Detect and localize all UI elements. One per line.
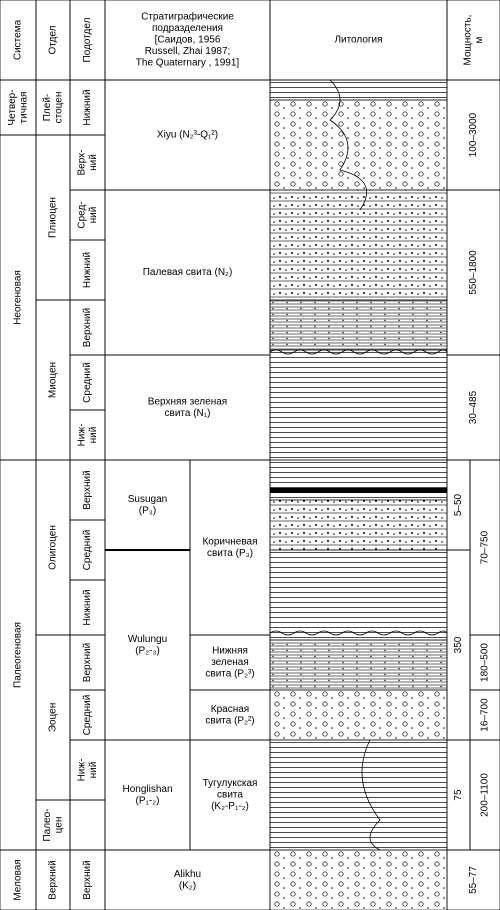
subseries-label: Средний	[82, 530, 93, 571]
thickness-label: 55–77	[468, 866, 479, 894]
lithology	[269, 79, 448, 910]
series-label: Миоцен	[48, 362, 59, 398]
system-label: Четвер-	[7, 89, 18, 125]
lithology-layer	[269, 299, 448, 351]
header-label: Russell, Zhai 1987;	[145, 46, 231, 57]
subseries-label: ний	[88, 154, 99, 171]
series-label: Плей-	[42, 94, 53, 122]
unit-label: свита (N₁)	[165, 408, 211, 419]
subseries-label: Верхний	[82, 860, 93, 899]
lithology-layer	[269, 639, 448, 691]
subseries-label: Нижний	[82, 589, 93, 625]
unit-label: Нижняя	[212, 646, 248, 657]
lithology-layer	[269, 499, 448, 551]
header-label: подразделения	[152, 23, 223, 34]
thickness-label: 180–500	[480, 643, 491, 682]
header-label: м	[474, 36, 485, 43]
system-label: Неогеновая	[13, 270, 24, 325]
system-label: Меловая	[13, 859, 24, 900]
thickness-label: 70–750	[480, 530, 491, 564]
series-label: Верхний	[48, 860, 59, 899]
header-label: Подотдел	[82, 17, 93, 62]
unit-label: (P₁-₂)	[136, 795, 160, 806]
lithology-layer	[269, 189, 448, 301]
thickness-label: 350	[453, 636, 464, 653]
subseries-label: Верх-	[76, 149, 87, 175]
unit-label: (P₃)	[139, 505, 156, 516]
unit-label: зеленая	[211, 657, 249, 668]
subseries-label: ний	[88, 207, 99, 224]
subseries-label: ний	[88, 427, 99, 444]
system-label: Палеогеновая	[13, 622, 24, 688]
lithology-layer	[269, 849, 448, 910]
lithology-layer	[269, 549, 448, 641]
unit-label: Wulungu	[128, 634, 167, 645]
subseries-label: Верхний	[82, 308, 93, 347]
lithology-layer	[269, 459, 448, 501]
unit-label: Коричневая	[202, 536, 257, 547]
series-label: Олигоцен	[48, 525, 59, 570]
subseries-label: Нижний	[82, 89, 93, 125]
unit-label: Susugan	[128, 494, 167, 505]
unit-label: свита (P₂³)	[205, 669, 254, 680]
series-label: Эоцен	[48, 703, 59, 732]
unit-label: свита (P₃)	[207, 548, 253, 559]
header-label: Отдел	[48, 25, 59, 54]
unit-label: (K₂)	[179, 880, 196, 891]
thickness-label: 75	[453, 789, 464, 801]
header-label: [Саидов, 1956	[155, 35, 221, 46]
erosion-line	[269, 630, 448, 636]
subseries-label: Средний	[82, 695, 93, 736]
unit-label: Палевая свита (N₂)	[143, 267, 233, 278]
thickness-label: 100–3000	[468, 112, 479, 157]
lithology-layer	[269, 79, 448, 101]
header-label: Стратиграфические	[141, 11, 234, 23]
series-label: стоцен	[53, 92, 64, 124]
unit-label: Alikhu	[174, 869, 201, 880]
unit-label: Красная	[211, 704, 249, 715]
subseries-label: Ниж-	[76, 759, 87, 782]
subseries-label: Нижний	[82, 252, 93, 288]
subseries-label: Верхний	[82, 643, 93, 682]
unit-label: Тугулукская	[203, 778, 258, 789]
header-label: Мощность,	[462, 15, 473, 66]
lithology-layer	[269, 99, 448, 191]
subseries-label: Сред-	[76, 201, 87, 228]
lithology-layer	[269, 689, 448, 741]
cell	[446, 849, 500, 910]
thickness-label: 5–50	[453, 493, 464, 516]
erosion-line	[269, 349, 448, 355]
cell	[104, 849, 271, 910]
system-label: тичная	[18, 92, 29, 124]
unit-label: (K₂-P₁-₂)	[211, 801, 249, 812]
thickness-label: 30–485	[468, 390, 479, 424]
cell	[69, 799, 106, 851]
unit-label: (P₂-₃)	[135, 645, 160, 656]
subseries-label: ний	[88, 762, 99, 779]
subseries-label: Верхний	[82, 470, 93, 509]
unit-label: Xiyu (N₂³-Q₁²)	[157, 130, 218, 141]
unit-label: Honglishan	[122, 784, 172, 795]
header-label: Система	[13, 19, 24, 60]
lithology-layer	[269, 739, 448, 851]
unit-label: Верхняя зеленая	[148, 396, 227, 407]
thickness-label: 550–1800	[468, 250, 479, 295]
series-label: Плиоцен	[48, 197, 59, 238]
subseries-label: Ниж-	[76, 424, 87, 447]
lithology-layer	[269, 349, 448, 461]
coal-layer	[270, 488, 447, 493]
series-label: цен	[53, 817, 64, 834]
thickness-label: 16–700	[480, 698, 491, 732]
subseries-label: Средний	[82, 362, 93, 403]
unit-label: свита (P₂²)	[205, 715, 254, 726]
thickness-label: 200–1100	[480, 773, 491, 817]
header-label: The Quaternary , 1991]	[136, 58, 240, 69]
unit-label: свита	[217, 790, 243, 801]
series-label: Палео-	[42, 808, 53, 841]
facies-boundary	[329, 79, 381, 851]
header-label: Литология	[334, 35, 382, 46]
